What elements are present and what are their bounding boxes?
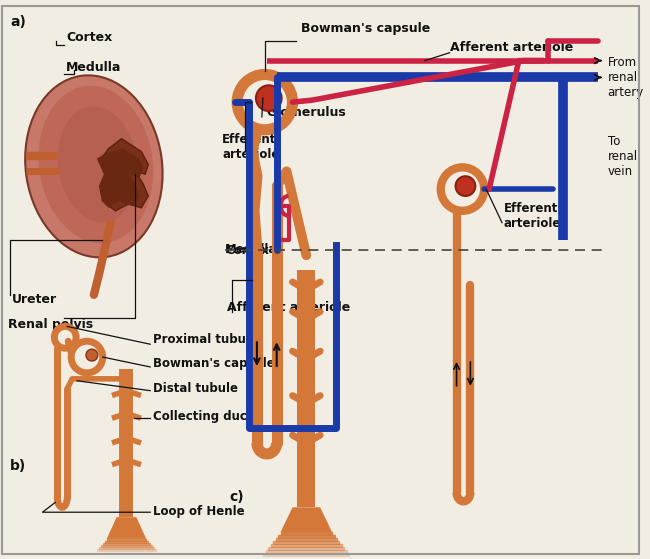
- Text: Bowman's capsule: Bowman's capsule: [302, 21, 431, 35]
- Text: To
renal
vein: To renal vein: [608, 135, 638, 178]
- Text: Renal pelvis: Renal pelvis: [8, 318, 93, 331]
- Polygon shape: [99, 139, 148, 211]
- Text: Afferent arteriole: Afferent arteriole: [450, 41, 573, 54]
- Text: Ureter: Ureter: [12, 293, 57, 306]
- Text: Afferent arteriole: Afferent arteriole: [227, 301, 350, 314]
- Text: Distal tubule: Distal tubule: [153, 382, 238, 395]
- Text: Cortex: Cortex: [66, 31, 112, 44]
- Text: Proximal tubule: Proximal tubule: [153, 333, 258, 346]
- Text: b): b): [10, 459, 26, 473]
- Text: Efferent
arteriole: Efferent arteriole: [504, 202, 562, 230]
- Polygon shape: [107, 517, 146, 539]
- Text: Medulla: Medulla: [226, 243, 278, 257]
- Polygon shape: [281, 507, 332, 532]
- Polygon shape: [97, 149, 143, 208]
- Text: Collecting duct: Collecting duct: [153, 410, 253, 423]
- Circle shape: [256, 86, 281, 111]
- Text: Bowman's capsule: Bowman's capsule: [153, 358, 275, 371]
- Circle shape: [86, 349, 98, 361]
- Ellipse shape: [25, 75, 162, 257]
- Ellipse shape: [58, 106, 138, 222]
- Text: a): a): [10, 15, 26, 29]
- Text: Medulla: Medulla: [66, 61, 122, 74]
- Text: Efferent
arteriole: Efferent arteriole: [222, 132, 280, 160]
- Ellipse shape: [38, 86, 153, 243]
- Text: Cortex: Cortex: [226, 244, 269, 257]
- Text: From
renal
artery: From renal artery: [608, 56, 644, 99]
- Text: Loop of Henle: Loop of Henle: [153, 505, 245, 518]
- Text: c): c): [229, 490, 244, 504]
- Circle shape: [456, 176, 475, 196]
- Text: Glomerulus: Glomerulus: [266, 106, 346, 119]
